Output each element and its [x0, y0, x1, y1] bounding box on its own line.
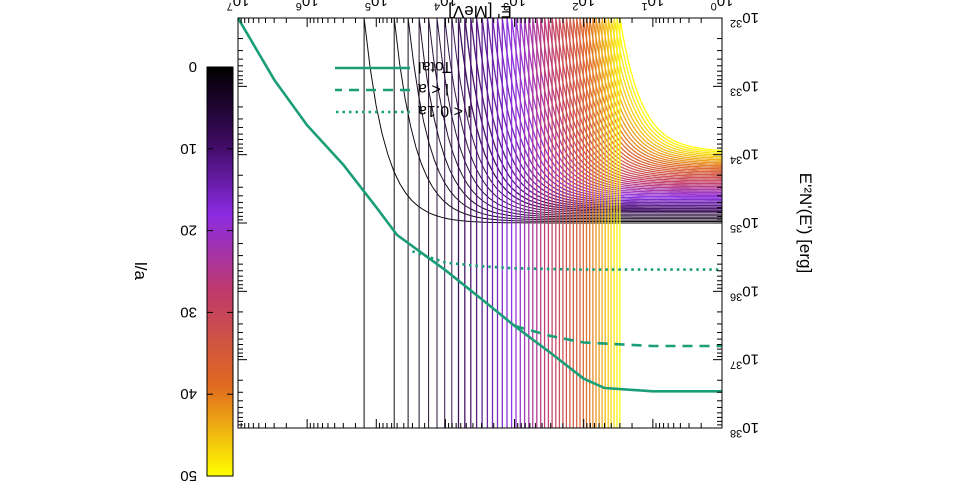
component-curve — [547, 18, 722, 428]
x-tick-labels: 100 101 102 103 104 105 106 107 — [227, 0, 734, 12]
component-curve — [501, 18, 722, 428]
component-curve — [457, 18, 722, 428]
colorbar-ticks: 0 10 20 30 40 50 — [180, 58, 233, 484]
legend-label: Total — [418, 58, 452, 75]
component-curve — [595, 18, 722, 428]
component-curve — [607, 18, 722, 428]
x-tick-label: 105 — [365, 0, 388, 12]
x-tick-label: 106 — [296, 0, 319, 12]
component-curve — [523, 18, 722, 428]
component-curve — [540, 18, 722, 428]
component-curve — [562, 18, 722, 428]
legend-label: l < a — [418, 80, 449, 97]
component-curve — [555, 18, 722, 428]
component-curve — [589, 18, 722, 428]
y-axis-label: E'²N'(E') [erg] — [796, 173, 815, 273]
component-curve — [481, 18, 722, 428]
component-curve — [610, 18, 722, 428]
y-tick-labels: 1032 1033 1034 1035 1036 1037 1038 — [730, 9, 759, 439]
x-tick-label: 101 — [641, 0, 664, 12]
component-curve — [551, 18, 722, 428]
component-curve — [506, 18, 722, 428]
colorbar-tick-label: 20 — [180, 222, 197, 239]
component-curve — [543, 18, 722, 428]
main-series — [238, 18, 722, 393]
x-tick-label: 100 — [711, 0, 734, 12]
component-curve — [558, 18, 722, 428]
component-curve — [585, 18, 722, 428]
component-curve — [613, 18, 722, 428]
series-dotted-line — [411, 250, 722, 271]
x-tick-label: 103 — [503, 0, 526, 12]
colorbar-tick-label: 30 — [180, 303, 197, 320]
colorbar-tick-label: 40 — [180, 385, 197, 402]
component-curve — [470, 18, 722, 428]
y-tick-label: 1038 — [730, 419, 759, 439]
colorbar-tick-label: 0 — [189, 58, 197, 75]
component-curve — [604, 18, 722, 428]
x-tick-label: 104 — [434, 0, 457, 12]
legend-label: l < 0.1a — [418, 102, 471, 119]
component-curve — [532, 18, 722, 428]
component-curve — [598, 18, 722, 428]
component-curve — [536, 18, 722, 428]
colorbar: 0 10 20 30 40 50 l/a — [131, 58, 234, 484]
colorbar-label: l/a — [131, 262, 150, 281]
series-dashed-line — [514, 324, 722, 348]
component-curve — [582, 18, 722, 428]
component-curve — [619, 18, 722, 428]
colorbar-gradient — [206, 66, 234, 477]
x-tick-label: 107 — [227, 0, 250, 12]
colorbar-tick-label: 50 — [180, 467, 197, 484]
legend: Total l < a l < 0.1a — [335, 58, 471, 119]
y-tick-label: 1037 — [730, 351, 759, 371]
colorbar-tick-label: 10 — [180, 140, 197, 157]
x-tick-label: 102 — [572, 0, 595, 12]
y-tick-label: 1036 — [730, 282, 759, 302]
x-axis-label: E' [MeV] — [448, 2, 512, 21]
component-curves — [363, 18, 722, 428]
component-curve — [464, 18, 722, 428]
y-tick-label: 1035 — [730, 214, 759, 234]
component-curve — [592, 18, 722, 428]
component-curve — [510, 18, 722, 428]
component-curve — [528, 18, 722, 428]
series-solid-line — [238, 18, 722, 393]
y-tick-label: 1032 — [730, 9, 759, 29]
component-curve — [475, 18, 722, 428]
axis-ticks — [237, 17, 723, 429]
y-tick-label: 1034 — [730, 146, 759, 166]
y-tick-label: 1033 — [730, 77, 759, 97]
component-curve — [616, 18, 722, 428]
